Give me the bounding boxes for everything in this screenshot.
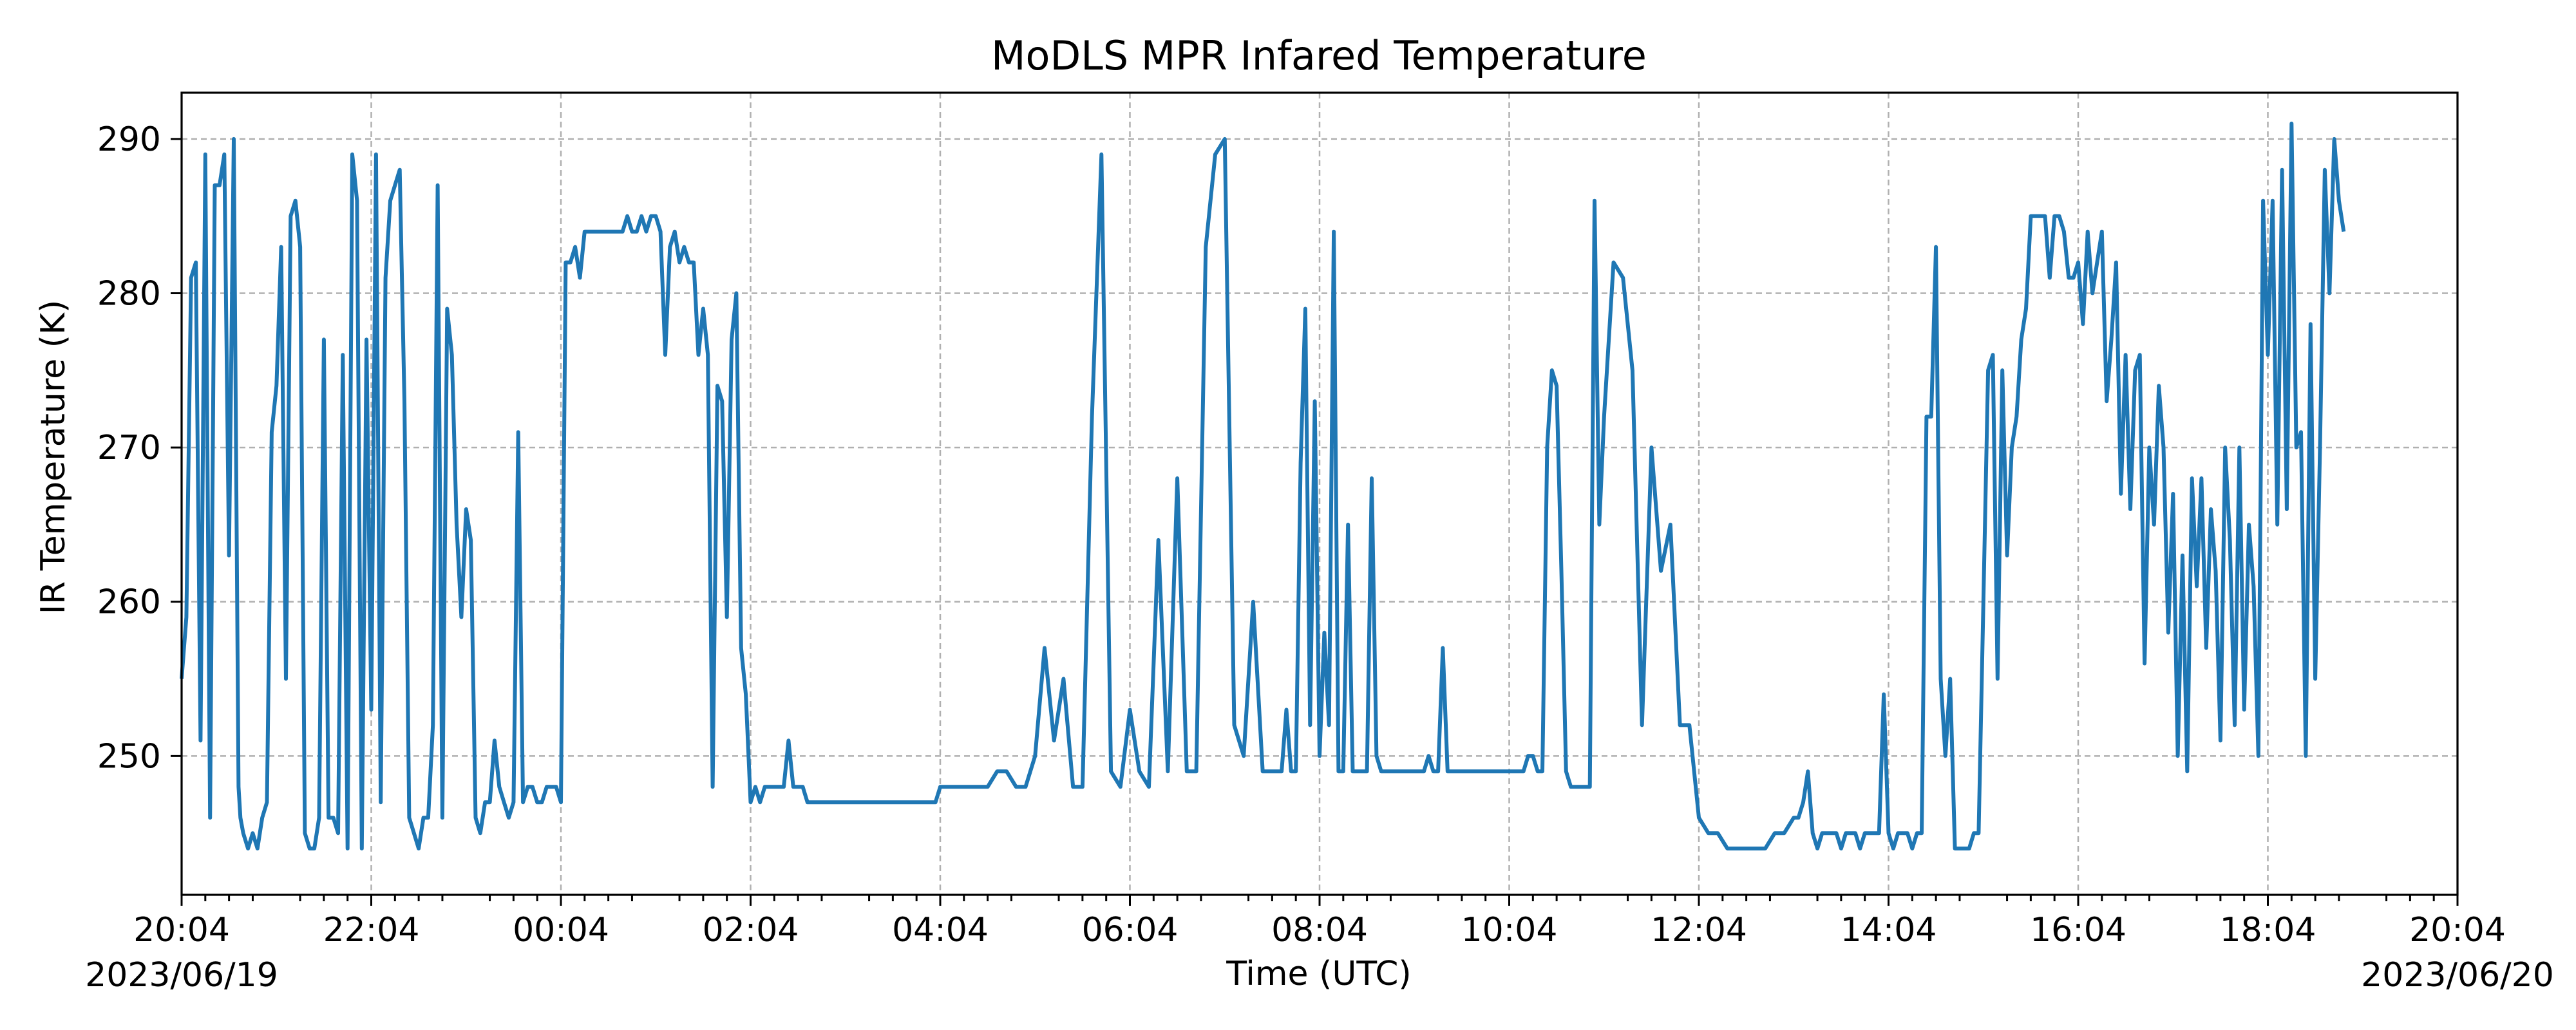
x-tick-label: 20:04 xyxy=(133,911,230,950)
x-tick-label: 02:04 xyxy=(703,911,799,950)
y-axis-title: IR Temperature (K) xyxy=(34,300,73,615)
x-tick-label: 10:04 xyxy=(1461,911,1558,950)
end-date-label: 2023/06/20 xyxy=(2361,956,2554,995)
axis-layer: 20:04 22:04 00:04 02:04 04:04 06:04 08:04 10:04… xyxy=(97,91,2506,950)
chart-title: MoDLS MPR Infared Temperature xyxy=(991,32,1647,79)
y-tick-label: 280 xyxy=(97,275,161,314)
x-tick-label: 06:04 xyxy=(1082,911,1179,950)
label-layer: MoDLS MPR Infared Temperature Time (UTC)… xyxy=(34,32,2554,995)
x-tick-label: 08:04 xyxy=(1271,911,1368,950)
x-axis-title: Time (UTC) xyxy=(1226,955,1411,993)
grid-layer xyxy=(182,93,2458,895)
x-tick-label: 14:04 xyxy=(1841,911,1937,950)
series-layer xyxy=(180,121,2346,851)
x-tick-label: 18:04 xyxy=(2220,911,2316,950)
plot-frame xyxy=(180,91,2459,896)
y-tick-label: 250 xyxy=(97,737,161,776)
x-tick-label: 16:04 xyxy=(2030,911,2126,950)
y-tick-label: 260 xyxy=(97,583,161,622)
y-tick-label: 270 xyxy=(97,429,161,467)
x-tick-label: 12:04 xyxy=(1651,911,1747,950)
x-tick-label: 04:04 xyxy=(892,911,989,950)
x-tick-label: 22:04 xyxy=(323,911,420,950)
ir-temperature-series-line xyxy=(180,121,2346,851)
x-tick-label: 20:04 xyxy=(2409,911,2506,950)
start-date-label: 2023/06/19 xyxy=(85,956,278,995)
y-tick-label: 290 xyxy=(97,120,161,159)
x-tick-label: 00:04 xyxy=(513,911,609,950)
